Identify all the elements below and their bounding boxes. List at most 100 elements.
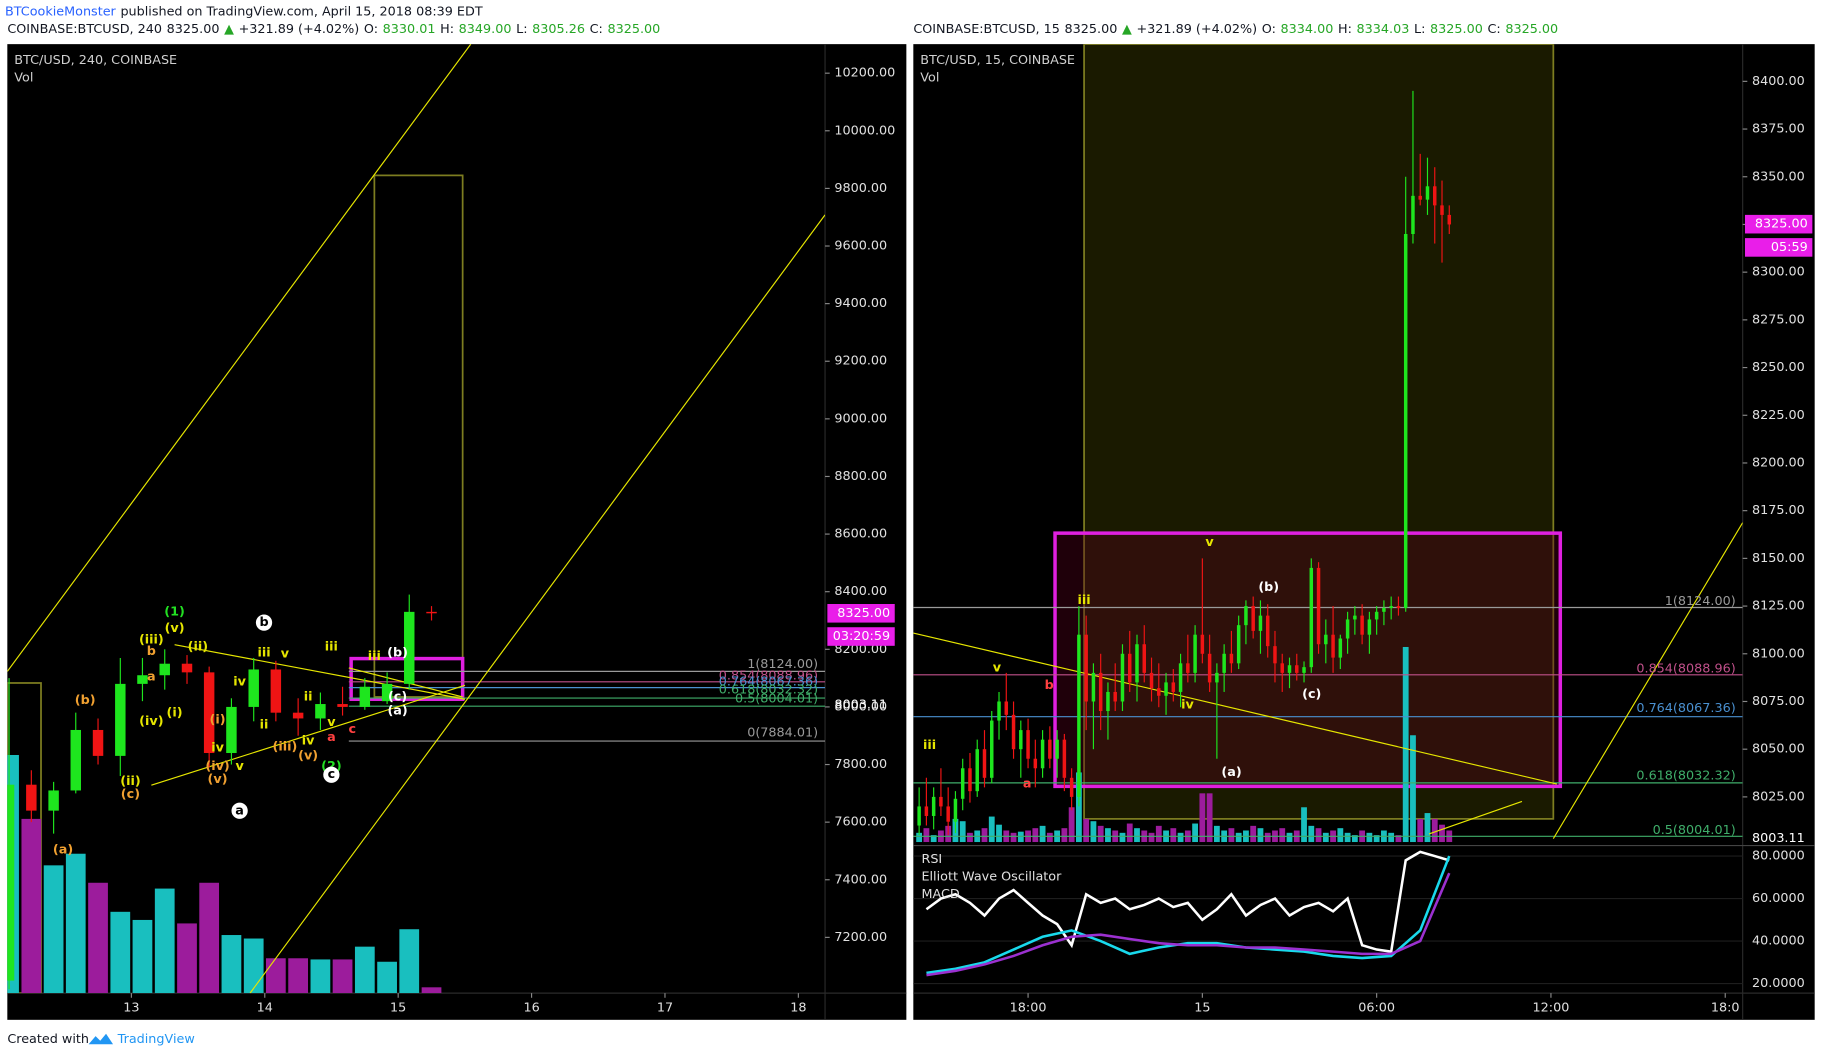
symbol-part: 8325.00 xyxy=(607,22,660,37)
chart-panel xyxy=(7,44,907,1020)
candle-body xyxy=(1193,634,1197,673)
wave-label: v xyxy=(993,660,1002,675)
volume-bar xyxy=(1010,832,1017,843)
y-tick-label: 8350.00 xyxy=(1752,169,1805,184)
candle-body xyxy=(1418,195,1422,200)
candle-body xyxy=(1367,619,1372,635)
wave-label: (a) xyxy=(387,703,407,718)
wave-label: (c) xyxy=(1302,687,1321,702)
x-tick-label: 15 xyxy=(390,1001,406,1016)
volume-bar xyxy=(1177,832,1184,843)
wave-label: (iv) xyxy=(139,714,163,729)
candle-body xyxy=(1353,615,1357,620)
candle-body xyxy=(1106,691,1110,712)
wave-label: v xyxy=(281,646,290,661)
volume-bar xyxy=(1213,825,1220,843)
y-tick-label: 8075.00 xyxy=(1752,694,1805,709)
symbol-part: C: xyxy=(1487,22,1500,37)
header: BTCookieMonster published on TradingView.… xyxy=(5,4,483,19)
volume-bar xyxy=(1395,835,1402,843)
candle-body xyxy=(26,784,37,811)
candle-body xyxy=(1331,634,1335,658)
x-tick-label: 18:00 xyxy=(1010,1001,1047,1016)
candle-body xyxy=(1389,606,1393,608)
footer-brand[interactable]: TradingView xyxy=(117,1032,195,1047)
y-tick-label: 7800.00 xyxy=(834,757,887,772)
candle-body xyxy=(1077,634,1081,797)
candle-body xyxy=(1011,714,1016,750)
candle-body xyxy=(137,675,148,684)
fib-label: 1(8124.00) xyxy=(1665,594,1736,609)
candle-body xyxy=(975,749,979,792)
candle-body xyxy=(1295,665,1299,673)
indicator-line xyxy=(926,872,1451,977)
symbol-part: +321.89 (+4.02%) xyxy=(1136,22,1257,37)
x-tick-label: 18:0 xyxy=(1711,1001,1740,1016)
plot-area xyxy=(7,44,826,994)
wave-label: (ii) xyxy=(120,774,140,789)
volume-bar xyxy=(1373,835,1380,843)
indicator-line xyxy=(925,850,1450,954)
wave-label: a xyxy=(147,670,156,685)
candle-body xyxy=(1186,663,1190,673)
candle-body xyxy=(1287,665,1292,673)
fib-label: 0.618(8032.32) xyxy=(719,682,818,697)
symbol-part: 8305.26 xyxy=(532,22,585,37)
volume-bar xyxy=(354,946,375,994)
fib-label: 0.618(8032.32) xyxy=(1636,768,1735,783)
volume-bar xyxy=(1039,825,1046,843)
symbol-part: O: xyxy=(1262,22,1276,37)
volume-bar xyxy=(1090,821,1097,843)
y-tick-label: 8250.00 xyxy=(1752,360,1805,375)
drawing-box xyxy=(1083,44,1555,820)
volume-bar xyxy=(132,919,153,994)
footer-created: Created with xyxy=(7,1032,89,1047)
y-tick-label: 8800.00 xyxy=(834,469,887,484)
y-tick-label: 8100.00 xyxy=(1752,646,1805,661)
wave-label: iii xyxy=(1077,593,1090,608)
wave-label: (c) xyxy=(121,787,140,802)
volume-bar xyxy=(1286,832,1293,843)
wave-label: (iv) xyxy=(205,759,229,774)
level-label: 8003.11 xyxy=(834,698,887,713)
fib-label: 0.764(8067.36) xyxy=(719,674,818,689)
y-tick-label: 8400.00 xyxy=(1752,74,1805,89)
volume-bar xyxy=(154,888,175,994)
candle-body xyxy=(1040,739,1045,769)
level-label: 8003.11 xyxy=(1752,831,1805,846)
price-label-box xyxy=(827,627,895,646)
volume-bar xyxy=(1315,828,1322,843)
volume-bar xyxy=(399,929,420,994)
candle-body xyxy=(1258,615,1263,631)
wave-label: (v) xyxy=(298,749,318,764)
symbol-part: H: xyxy=(440,22,454,37)
volume-bar xyxy=(996,824,1002,843)
volume-bar xyxy=(1301,807,1307,843)
y-tick-label: 7600.00 xyxy=(834,815,887,830)
wave-label: b xyxy=(147,644,156,659)
author-link[interactable]: BTCookieMonster xyxy=(5,4,117,19)
candle-body xyxy=(292,712,304,719)
candle-body xyxy=(1440,205,1444,215)
candle-body xyxy=(1127,653,1132,683)
volume-bar xyxy=(110,911,131,994)
price-label-box xyxy=(1744,214,1813,234)
volume-bar xyxy=(199,882,220,994)
volume-bar xyxy=(1105,828,1111,843)
y-tick-label: 9400.00 xyxy=(834,296,887,311)
volume-bar xyxy=(930,835,937,843)
volume-bar xyxy=(1097,825,1104,843)
indicator-legend: Elliott Wave Oscillator xyxy=(921,869,1062,884)
candle-body xyxy=(1207,653,1212,683)
volume-bar xyxy=(1424,813,1431,843)
candle-body xyxy=(1345,619,1350,639)
symbol-part: +321.89 (+4.02%) xyxy=(239,22,360,37)
volume-bar xyxy=(1083,818,1090,843)
wave-label: iv xyxy=(1181,698,1194,713)
candle-body xyxy=(115,683,126,756)
candle-body xyxy=(70,729,81,791)
volume-bar xyxy=(923,828,930,843)
indicator-tick-label: 40.0000 xyxy=(1752,934,1805,949)
symbol-line: COINBASE:BTCUSD, 240 8325.00 ▲ +321.89 (+4.… xyxy=(7,22,660,37)
volume-label: Vol xyxy=(14,70,33,85)
